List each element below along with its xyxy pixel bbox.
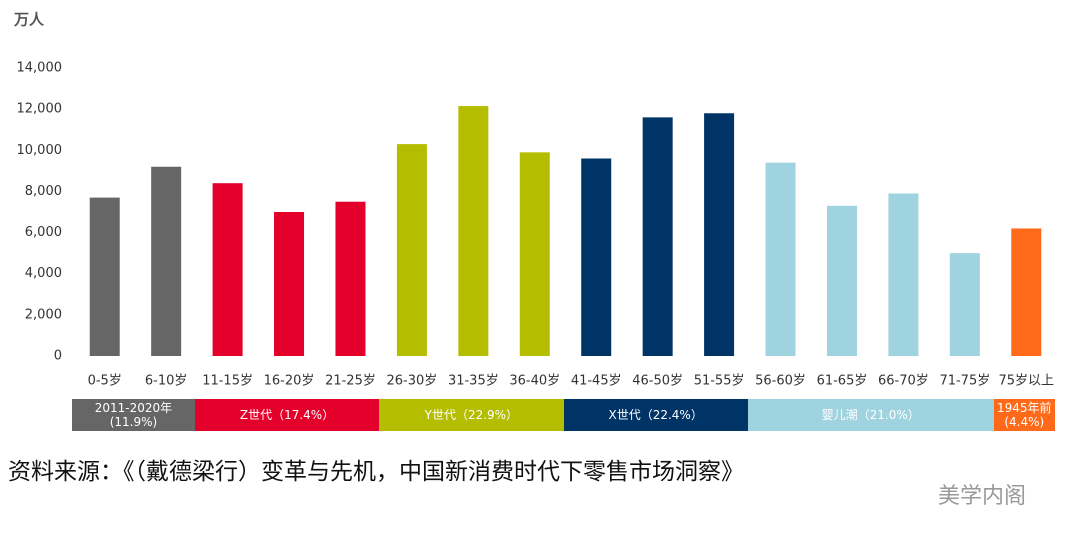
watermark: 美学内阁 xyxy=(938,484,1027,509)
x-tick-label: 61-65岁 xyxy=(817,374,868,389)
bar xyxy=(396,144,427,356)
y-tick-label: 2,000 xyxy=(25,307,62,322)
y-tick-label: 12,000 xyxy=(17,102,63,117)
bar xyxy=(89,197,120,356)
bar xyxy=(1011,228,1042,356)
bar xyxy=(274,212,305,356)
x-tick-label: 21-25岁 xyxy=(325,374,376,389)
bar xyxy=(949,253,980,356)
x-tick-label: 11-15岁 xyxy=(202,374,253,389)
group-band: 1945年前 (4.4%) xyxy=(993,399,1055,431)
x-tick-label: 51-55岁 xyxy=(694,374,745,389)
bar xyxy=(826,205,857,356)
bar xyxy=(212,183,243,356)
bar xyxy=(581,158,612,356)
bar xyxy=(642,117,673,356)
y-tick-label: 0 xyxy=(54,349,62,364)
y-tick-label: 6,000 xyxy=(25,225,62,240)
y-tick-label: 14,000 xyxy=(17,61,63,76)
bar xyxy=(458,106,489,356)
source-note: 资料来源：《（戴德梁行）变革与先机，中国新消费时代下零售市场洞察》 xyxy=(8,459,744,485)
x-tick-label: 16-20岁 xyxy=(264,374,315,389)
x-tick-label: 36-40岁 xyxy=(509,374,560,389)
bar xyxy=(888,193,919,356)
x-tick-label: 31-35岁 xyxy=(448,374,499,389)
x-tick-label: 26-30岁 xyxy=(387,374,438,389)
bar xyxy=(519,152,550,356)
x-tick-label: 66-70岁 xyxy=(878,374,929,389)
bar xyxy=(151,166,182,356)
x-tick-label: 56-60岁 xyxy=(755,374,806,389)
x-tick-label: 46-50岁 xyxy=(632,374,683,389)
group-band: X世代（22.4%） xyxy=(563,399,748,431)
group-band: Z世代（17.4%） xyxy=(194,399,380,431)
y-tick-label: 4,000 xyxy=(25,266,62,281)
group-band: 2011-2020年 (11.9%) xyxy=(72,399,195,431)
x-tick-label: 75岁以上 xyxy=(999,374,1055,389)
y-tick-label: 10,000 xyxy=(17,143,63,158)
x-tick-label: 0-5岁 xyxy=(88,374,122,389)
unit-label: 万人 xyxy=(13,11,45,29)
group-band: 婴儿潮（21.0%） xyxy=(747,399,994,431)
bar xyxy=(335,201,366,356)
x-tick-label: 71-75岁 xyxy=(939,374,990,389)
x-tick-label: 41-45岁 xyxy=(571,374,622,389)
bar xyxy=(765,162,796,356)
bar xyxy=(704,113,735,356)
group-band: Y世代（22.9%） xyxy=(379,399,564,431)
x-tick-label: 6-10岁 xyxy=(145,374,188,389)
y-tick-label: 8,000 xyxy=(25,184,62,199)
